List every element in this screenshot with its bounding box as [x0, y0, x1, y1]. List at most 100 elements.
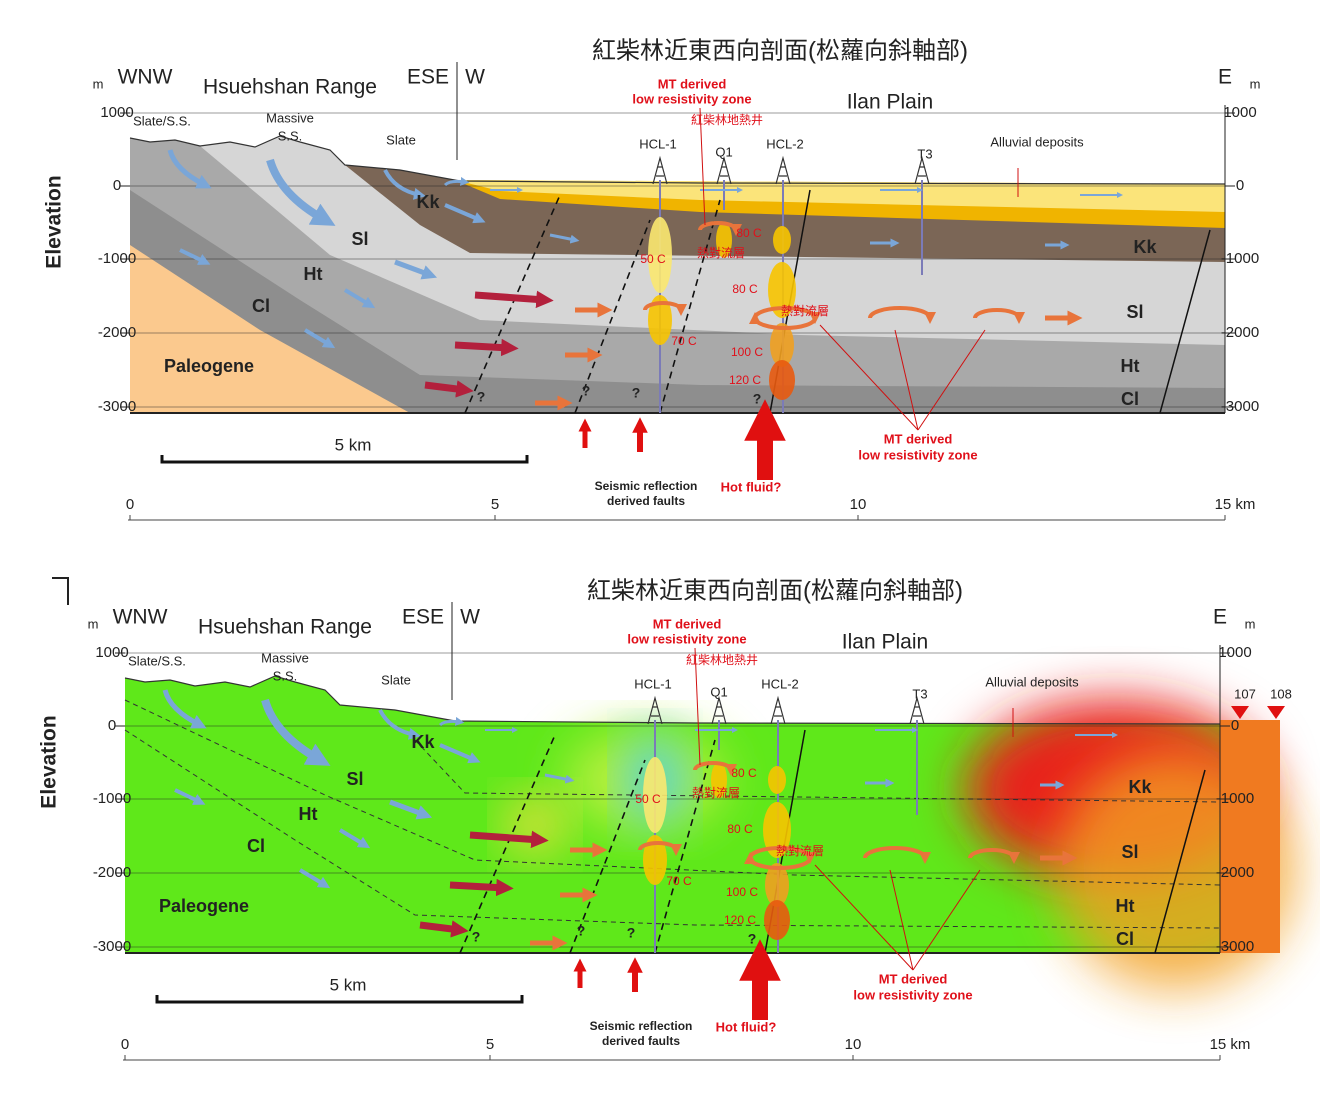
- label: 紅柴林地熱井: [686, 653, 758, 667]
- label: low resistivity zone: [858, 447, 977, 462]
- label: Cl: [252, 296, 270, 316]
- flow-arrow: [174, 788, 206, 805]
- y-tick-label: -2000: [93, 864, 131, 881]
- panel: 0 5 10 15 km 1000 1000 0 0 -1000 -1000 -2000 -2000 -…: [38, 577, 1295, 1061]
- label: HCL-1: [639, 136, 677, 151]
- label: 80 C: [731, 766, 757, 780]
- alluvial: [455, 180, 1225, 212]
- y-tick-label: 0: [113, 177, 121, 194]
- label: Alluvial deposits: [990, 134, 1084, 149]
- topography: [129, 135, 1226, 185]
- label: Hot fluid?: [721, 479, 782, 494]
- temp-zone: [764, 900, 790, 940]
- label: Hot fluid?: [716, 1019, 777, 1034]
- label: Slate/S.S.: [128, 653, 186, 668]
- label: W: [465, 66, 485, 89]
- elevation-label: Elevation: [38, 715, 61, 808]
- topography: [124, 675, 1221, 725]
- temp-zone: [768, 262, 796, 318]
- label: 108: [1270, 686, 1292, 701]
- label: Sl: [1126, 302, 1143, 322]
- label: 80 C: [736, 226, 762, 240]
- label: 紅柴林地熱井: [691, 113, 763, 127]
- label: WNW: [113, 606, 168, 629]
- label: 紅柴林近東西向剖面(松蘿向斜軸部): [592, 37, 968, 64]
- fluid-arrow: [474, 290, 554, 309]
- label: Alluvial deposits: [985, 674, 1079, 689]
- fault: [464, 194, 561, 414]
- y-tick-label: -1000: [93, 790, 131, 807]
- temp-zone: [765, 863, 789, 907]
- label: Ht: [1116, 896, 1135, 916]
- label: Massive: [261, 650, 309, 665]
- leader: [814, 864, 914, 971]
- x-tick-label: 0: [121, 1036, 129, 1053]
- y-tick-label: -2000: [98, 324, 136, 341]
- layer-boundary: [124, 699, 1221, 886]
- label: Slate: [381, 672, 411, 687]
- fault: [574, 219, 651, 414]
- fault: [1154, 769, 1206, 954]
- label: ESE: [407, 66, 449, 89]
- label: Ht: [304, 264, 323, 284]
- flow-arrow: [179, 248, 211, 265]
- label: m: [1245, 616, 1256, 631]
- label: Kk: [1133, 237, 1157, 257]
- label: MT derived: [879, 971, 948, 986]
- layer-boundary: [124, 729, 1221, 929]
- y2-tick-label: 0: [1236, 177, 1244, 194]
- flow-arrow: [394, 259, 438, 280]
- derrick: [775, 155, 791, 185]
- label: 熱對流層: [781, 304, 829, 318]
- label: HCL-2: [766, 136, 804, 151]
- label: MT derived: [653, 616, 722, 631]
- label: WNW: [118, 66, 173, 89]
- edge-res: [1220, 720, 1280, 953]
- label: E: [1213, 606, 1227, 629]
- y2-tick-label: 1000: [1223, 104, 1256, 121]
- label: Cl: [1121, 389, 1139, 409]
- flow-arrow: [544, 773, 575, 784]
- fault: [459, 734, 556, 954]
- label: 5 km: [330, 975, 367, 994]
- temp-zone: [648, 295, 672, 345]
- leader: [699, 107, 706, 226]
- label: Paleogene: [164, 356, 254, 376]
- y2-tick-label: -3000: [1216, 938, 1254, 955]
- y-tick-label: -3000: [98, 398, 136, 415]
- derrick: [652, 155, 668, 185]
- label: 熱對流層: [697, 246, 745, 260]
- station: [1267, 706, 1285, 719]
- label: 100 C: [726, 885, 758, 899]
- temp-zone: [711, 762, 727, 798]
- temp-zone: [763, 802, 791, 858]
- label: derived faults: [607, 494, 685, 508]
- label: 熱對流層: [692, 786, 740, 800]
- label: ?: [577, 923, 586, 939]
- label: 70 C: [666, 874, 692, 888]
- label: 80 C: [732, 282, 758, 296]
- derrick: [716, 155, 732, 185]
- convection-arrow: [744, 852, 812, 870]
- label: Paleogene: [159, 896, 249, 916]
- label: Seismic reflection: [590, 1019, 693, 1033]
- derrick: [909, 695, 925, 725]
- flow-arrow: [303, 328, 336, 349]
- label: Q1: [715, 144, 732, 159]
- temp-zone: [768, 766, 786, 794]
- label: Ilan Plain: [842, 631, 928, 654]
- y-tick-label: 1000: [95, 644, 128, 661]
- fault: [569, 759, 646, 954]
- flow-arrow: [343, 288, 376, 309]
- fault: [659, 199, 721, 414]
- temp-zone: [773, 226, 791, 254]
- leader: [889, 869, 914, 971]
- flow-arrow: [389, 799, 433, 820]
- temp-zone: [716, 222, 732, 258]
- y-tick-label: 1000: [100, 104, 133, 121]
- convection-arrow: [863, 846, 931, 864]
- convection-arrow: [868, 306, 936, 324]
- label: HCL-2: [761, 676, 799, 691]
- label: Seismic reflection: [595, 479, 698, 493]
